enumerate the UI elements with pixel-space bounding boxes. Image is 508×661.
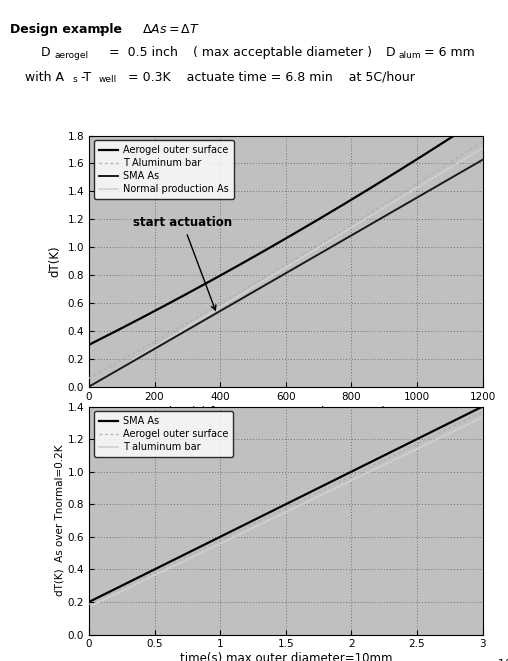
Text: D: D	[386, 46, 396, 59]
Text: = 0.3K    actuate time = 6.8 min    at 5C/hour: = 0.3K actuate time = 6.8 min at 5C/hour	[124, 71, 415, 84]
X-axis label: time(s) fast temperature change 5C/hour
slow temperature drift: time(s) fast temperature change 5C/hour …	[164, 406, 408, 434]
Text: Design example: Design example	[10, 23, 122, 36]
X-axis label: time(s) max outer diameter=10mm: time(s) max outer diameter=10mm	[179, 652, 392, 661]
Text: alum: alum	[399, 51, 422, 60]
Y-axis label: dT(K): dT(K)	[49, 245, 62, 277]
Text: aerogel: aerogel	[55, 51, 89, 60]
Text: ( max acceptable diameter ): ( max acceptable diameter )	[193, 46, 372, 59]
Text: -T: -T	[80, 71, 91, 84]
Text: well: well	[99, 75, 117, 85]
Text: = 6 mm: = 6 mm	[424, 46, 475, 59]
Legend: Aerogel outer surface, T Aluminum bar, SMA As, Normal production As: Aerogel outer surface, T Aluminum bar, S…	[94, 140, 234, 199]
Text: D: D	[41, 46, 50, 59]
Y-axis label: dT(K)  As over Tnormal=0.2K: dT(K) As over Tnormal=0.2K	[55, 445, 65, 596]
Text: $\Delta As = \Delta T$: $\Delta As = \Delta T$	[142, 23, 200, 36]
Text: x 10$^6$: x 10$^6$	[487, 654, 508, 661]
Text: start actuation: start actuation	[133, 216, 232, 310]
Text: =  0.5 inch: = 0.5 inch	[109, 46, 178, 59]
Legend: SMA As, Aerogel outer surface, T aluminum bar: SMA As, Aerogel outer surface, T aluminu…	[94, 411, 233, 457]
Text: :: :	[99, 23, 104, 36]
Text: s: s	[72, 75, 77, 85]
Text: with A: with A	[25, 71, 65, 84]
